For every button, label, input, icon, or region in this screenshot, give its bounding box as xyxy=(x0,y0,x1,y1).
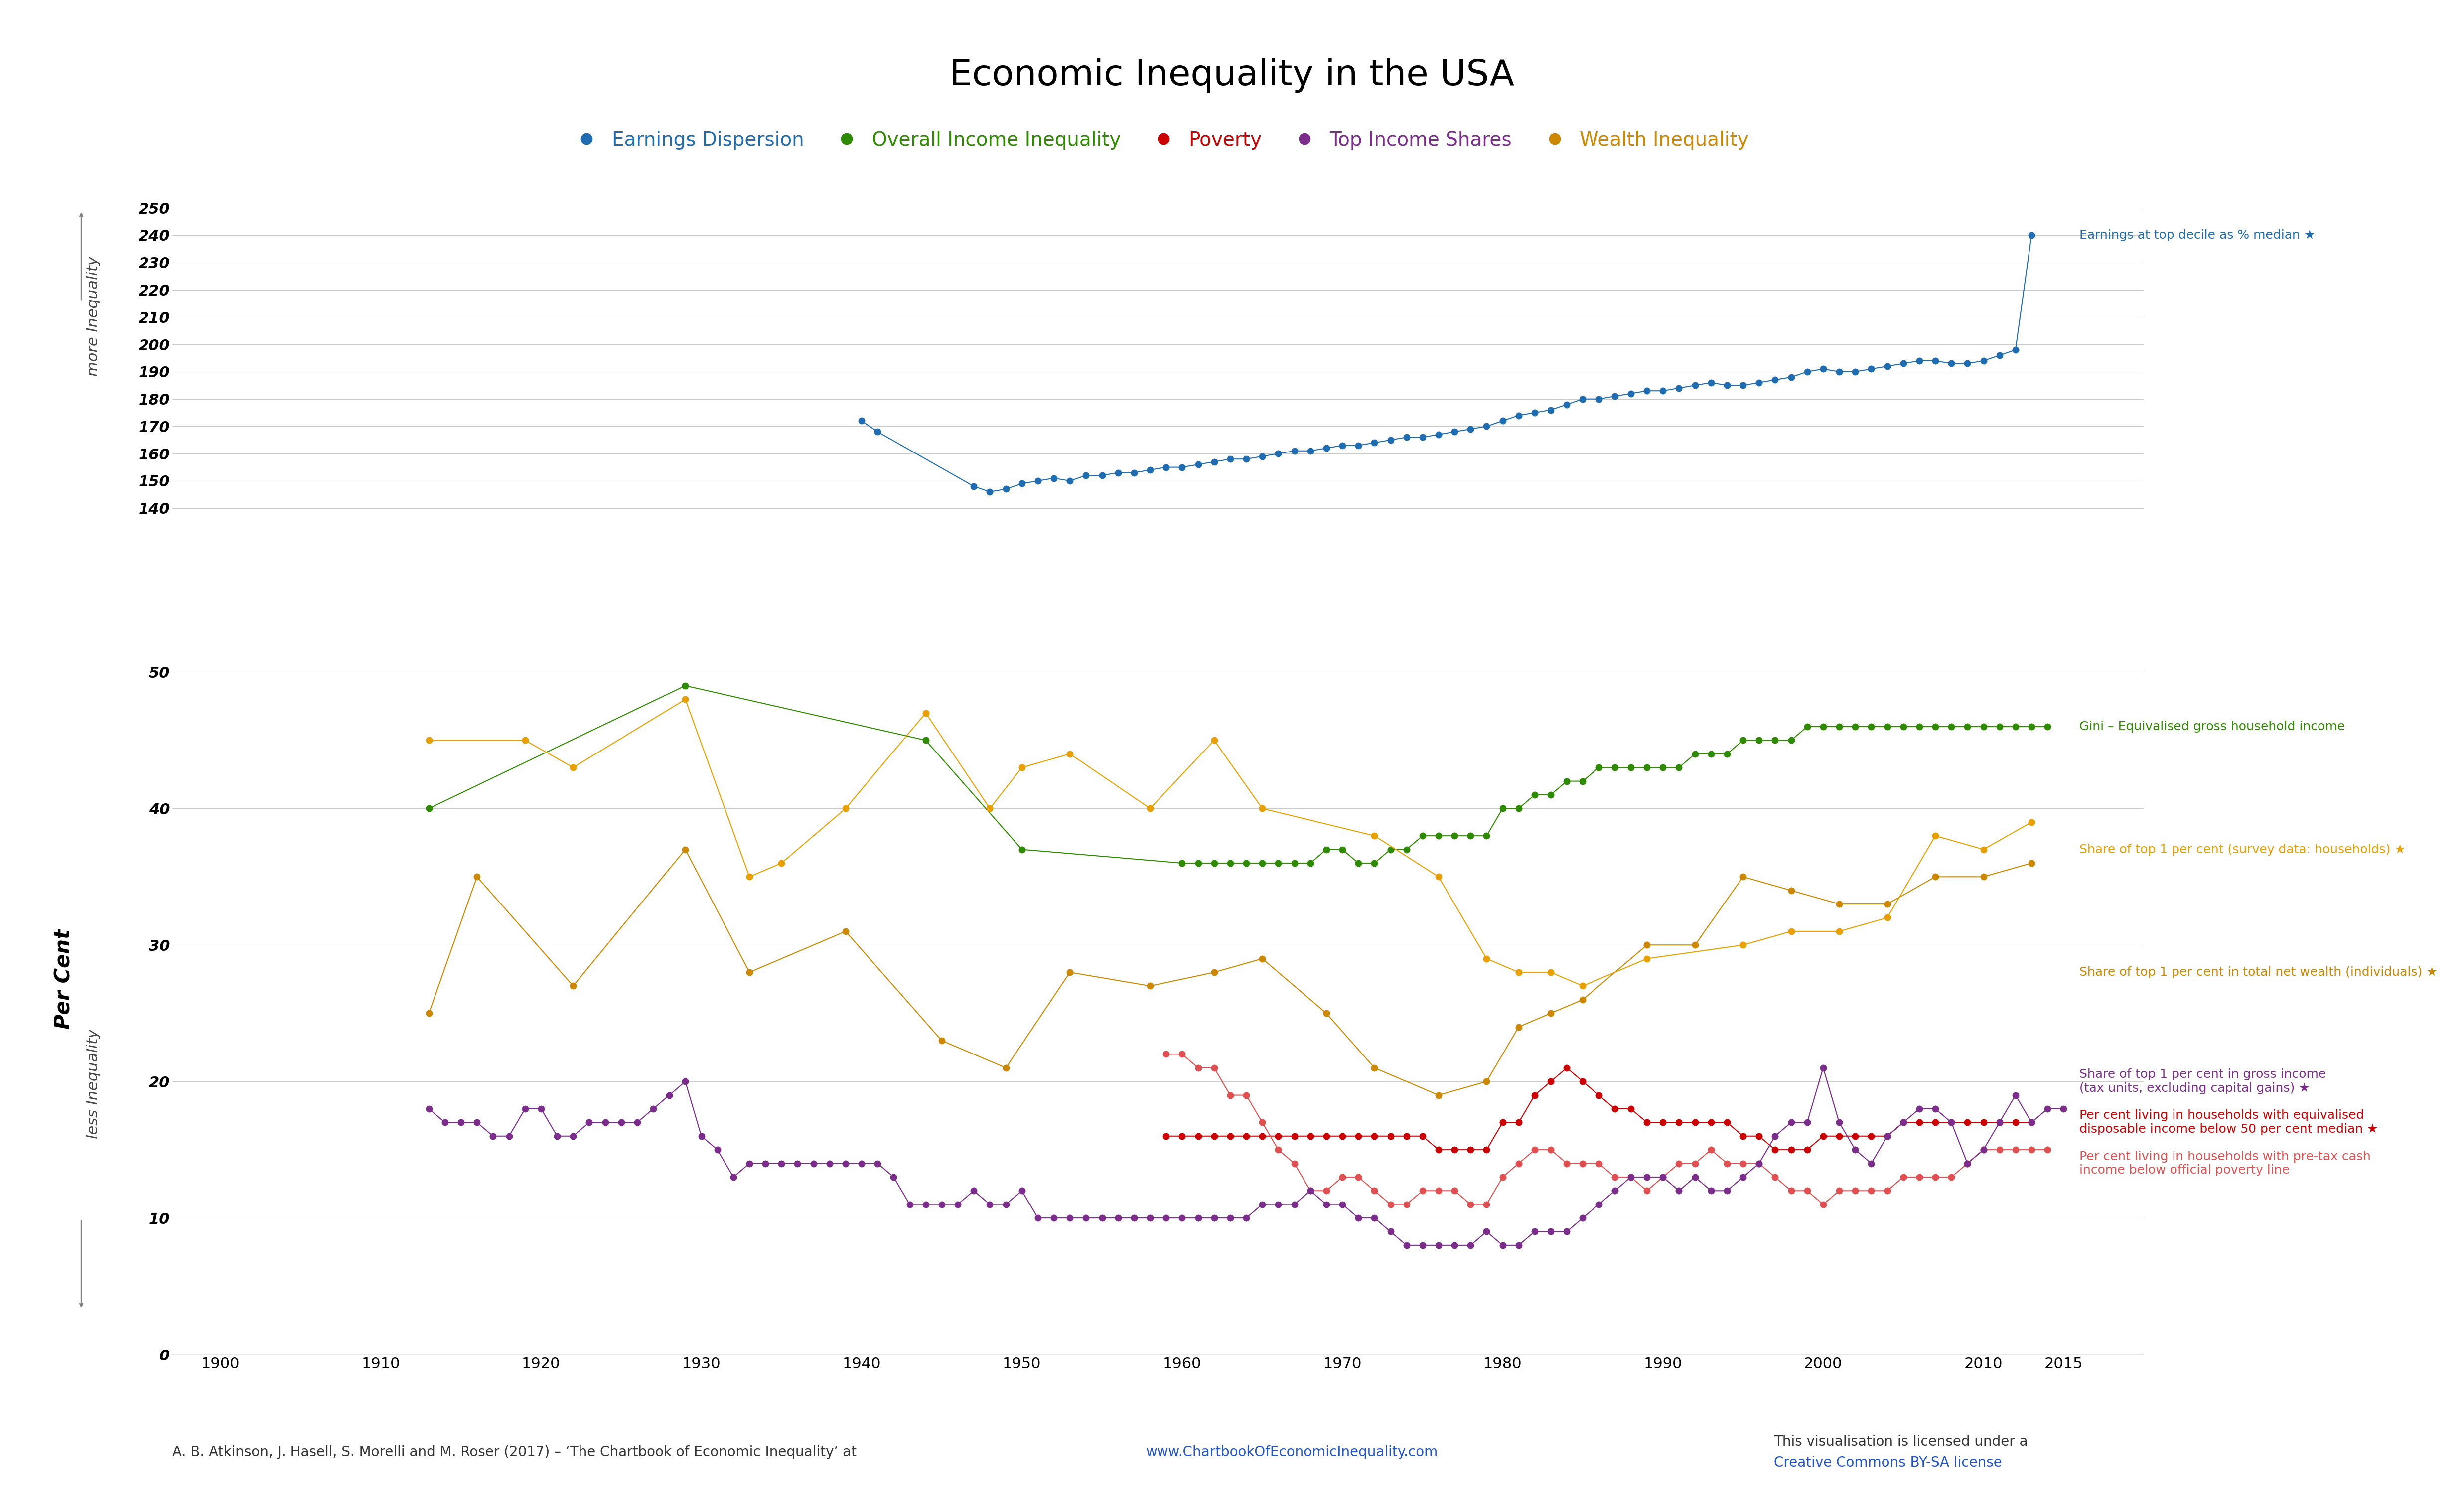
Text: Per cent living in households with equivalised
disposable income below 50 per ce: Per cent living in households with equiv… xyxy=(2080,1109,2378,1135)
Text: Earnings at top decile as % median ★: Earnings at top decile as % median ★ xyxy=(2080,229,2316,241)
Text: A. B. Atkinson, J. Hasell, S. Morelli and M. Roser (2017) – ‘The Chartbook of Ec: A. B. Atkinson, J. Hasell, S. Morelli an… xyxy=(172,1445,857,1460)
Text: Economic Inequality in the USA: Economic Inequality in the USA xyxy=(949,59,1515,92)
Legend: Earnings Dispersion, Overall Income Inequality, Poverty, Top Income Shares, Weal: Earnings Dispersion, Overall Income Ineq… xyxy=(559,122,1757,157)
Text: Per cent living in households with pre-tax cash
income below official poverty li: Per cent living in households with pre-t… xyxy=(2080,1150,2370,1177)
Text: Share of top 1 per cent (survey data: households) ★: Share of top 1 per cent (survey data: ho… xyxy=(2080,843,2405,855)
Text: Share of top 1 per cent in total net wealth (individuals) ★: Share of top 1 per cent in total net wea… xyxy=(2080,966,2437,978)
Text: Per Cent: Per Cent xyxy=(54,929,74,1029)
Text: less Inequality: less Inequality xyxy=(86,1029,101,1138)
Text: Gini – Equivalised gross household income: Gini – Equivalised gross household incom… xyxy=(2080,721,2346,733)
Text: This visualisation is licensed under a: This visualisation is licensed under a xyxy=(1774,1434,2028,1449)
Text: www.ChartbookOfEconomicInequality.com: www.ChartbookOfEconomicInequality.com xyxy=(1146,1445,1439,1460)
Text: Creative Commons BY-SA license: Creative Commons BY-SA license xyxy=(1774,1455,2003,1470)
Text: more Inequality: more Inequality xyxy=(86,256,101,376)
Text: Share of top 1 per cent in gross income
(tax units, excluding capital gains) ★: Share of top 1 per cent in gross income … xyxy=(2080,1069,2326,1094)
